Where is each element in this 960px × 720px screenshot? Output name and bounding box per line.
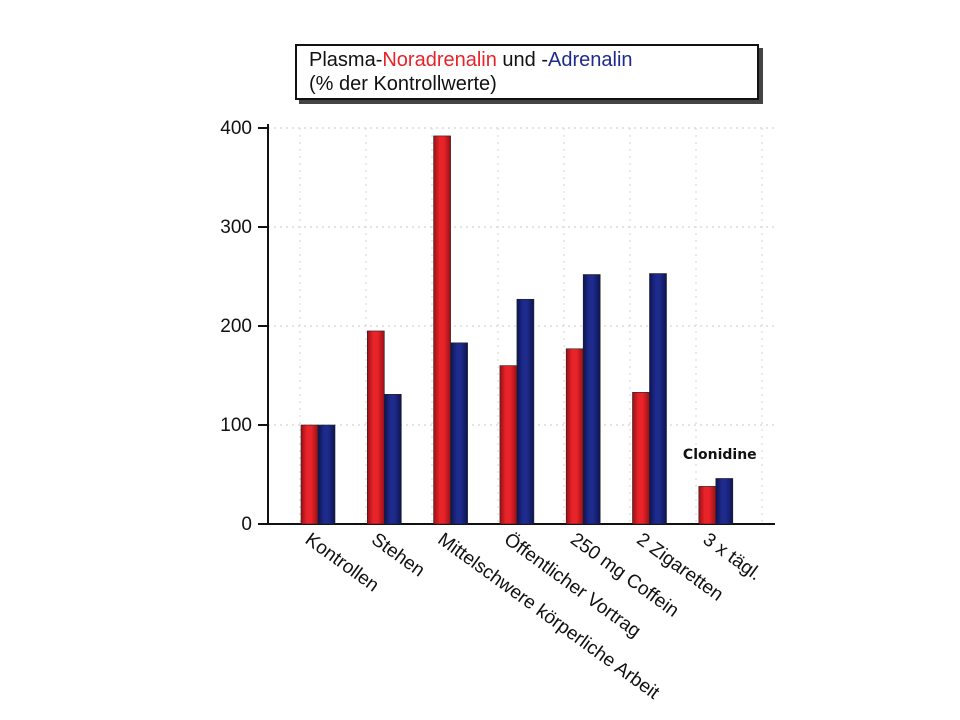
bar-noradrenalin-clonidine [698, 486, 717, 525]
bar-adrenalin-clonidine [715, 478, 734, 525]
bar-noradrenalin-zigaretten [632, 392, 650, 525]
bar-noradrenalin-stehen [366, 330, 385, 525]
bar-noradrenalin-vortrag [499, 365, 518, 525]
y-tick-label: 200 [220, 316, 252, 337]
x-category-label: Kontrollen [301, 529, 383, 596]
bar-adrenalin-zigaretten [649, 273, 667, 525]
bar-adrenalin-stehen [383, 394, 402, 525]
y-tick-label: 0 [241, 514, 252, 535]
bar-noradrenalin-arbeit [433, 135, 451, 525]
title-und: und - [496, 49, 549, 71]
bar-noradrenalin-coffein [565, 348, 584, 525]
chart-title: Plasma-Noradrenalin und -Adrenalin (% de… [295, 44, 759, 100]
bar-adrenalin-kontrollen [317, 424, 336, 525]
y-tick-label: 400 [220, 118, 252, 139]
title-adrenalin: Adrenalin [548, 49, 633, 71]
bar-noradrenalin-kontrollen [300, 424, 319, 525]
bar-adrenalin-coffein [582, 274, 601, 525]
y-tick-label: 300 [220, 217, 252, 238]
title-plasma: Plasma- [309, 49, 383, 71]
title-noradrenalin: Noradrenalin [382, 49, 497, 71]
y-tick-label: 100 [220, 415, 252, 436]
x-category-label: Stehen [367, 529, 428, 581]
bar-adrenalin-arbeit [450, 342, 468, 525]
annotation-label: Clonidine [683, 447, 757, 463]
title-line-2: (% der Kontrollwerte) [309, 73, 497, 95]
title-line-1: Plasma-Noradrenalin und -Adrenalin [309, 48, 757, 72]
bar-adrenalin-vortrag [516, 298, 535, 525]
